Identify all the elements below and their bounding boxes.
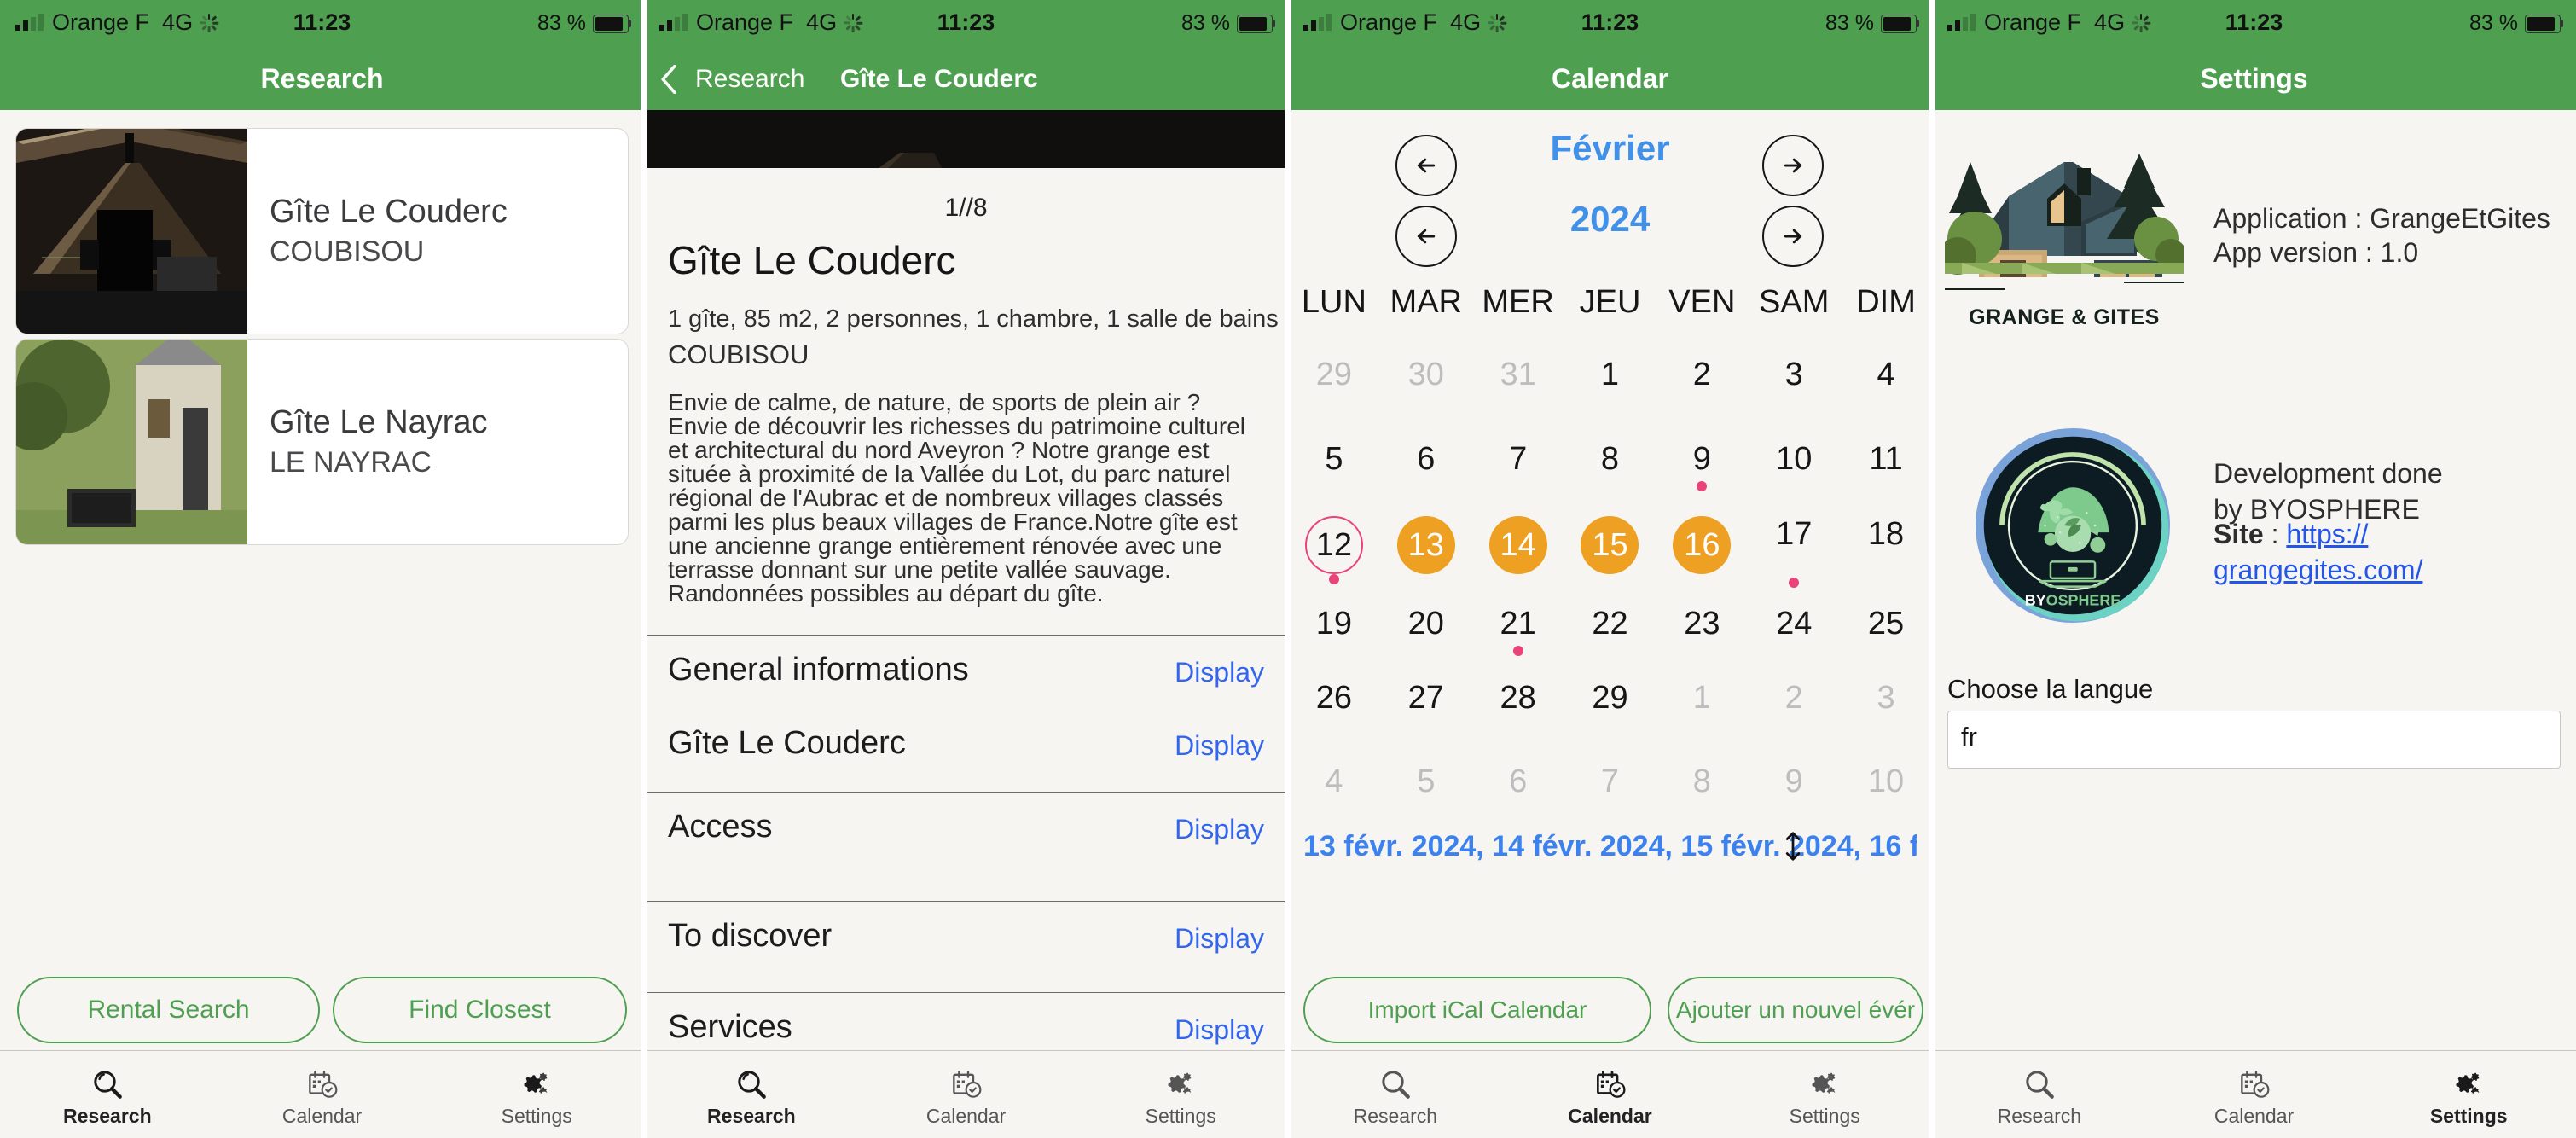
svg-text:BYOSPHERE: BYOSPHERE (2025, 592, 2121, 609)
